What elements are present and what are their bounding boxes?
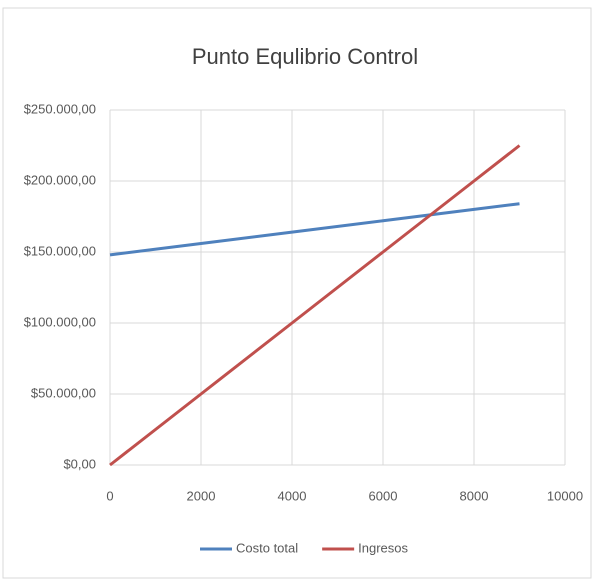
chart-frame	[2, 7, 592, 579]
y-tick-label: $50.000,00	[31, 385, 96, 400]
y-tick-label: $0,00	[63, 456, 96, 471]
x-tick-label: 6000	[369, 488, 398, 503]
x-tick-label: 2000	[187, 488, 216, 503]
y-tick-label: $150.000,00	[24, 243, 96, 258]
x-tick-label: 0	[106, 488, 113, 503]
y-tick-label: $200.000,00	[24, 172, 96, 187]
x-tick-label: 10000	[547, 488, 583, 503]
x-tick-label: 4000	[278, 488, 307, 503]
x-tick-label: 8000	[460, 488, 489, 503]
legend-label: Costo total	[236, 540, 298, 555]
series-line	[109, 202, 520, 257]
series-line	[109, 144, 521, 467]
legend-label: Ingresos	[358, 540, 408, 555]
y-tick-label: $100.000,00	[24, 314, 96, 329]
y-tick-label: $250.000,00	[24, 101, 96, 116]
chart-title: Punto Equlibrio Control	[192, 44, 418, 69]
